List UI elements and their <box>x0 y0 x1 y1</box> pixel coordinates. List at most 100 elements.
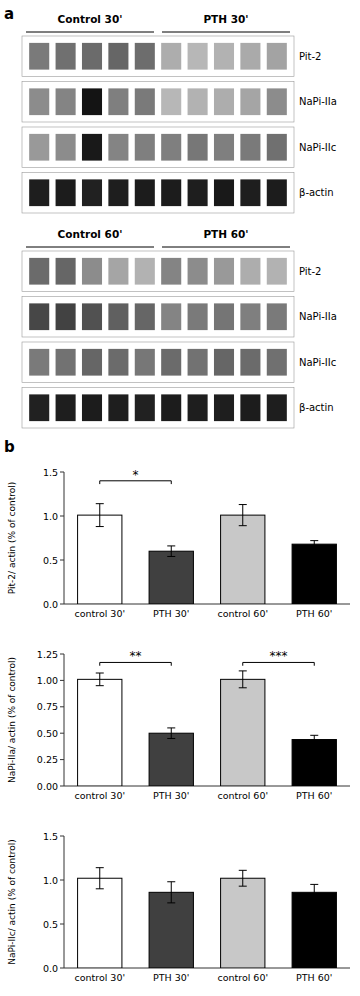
error-cap <box>96 685 104 686</box>
y-tick-label: 0.50 <box>37 728 58 739</box>
error-cap <box>96 503 104 504</box>
error-line <box>242 505 243 526</box>
y-tick-label: 0.0 <box>43 599 58 610</box>
error-line <box>242 671 243 688</box>
row-label: Pit-2 <box>299 266 321 277</box>
y-axis <box>64 472 65 604</box>
band <box>161 88 181 115</box>
blot-frame <box>22 388 294 429</box>
figure: aControl 30'PTH 30'Pit-2NaPi-IIaNaPi-IIc… <box>0 0 360 996</box>
band <box>135 134 155 161</box>
bar <box>292 892 336 968</box>
y-label: Pit-2/ actin (% of control) <box>7 482 17 594</box>
error-bar <box>310 884 318 900</box>
band <box>161 303 181 330</box>
row-label: β-actin <box>299 402 334 413</box>
header-underline <box>162 247 290 248</box>
blot-row: NaPi-IIa <box>22 82 337 123</box>
error-cap <box>239 525 247 526</box>
x-tick-label: PTH 60' <box>296 972 332 983</box>
blot-frame <box>22 342 294 383</box>
band <box>29 303 49 330</box>
y-tick-label: 1.25 <box>37 649 58 660</box>
y-tick-label: 1.0 <box>43 875 58 886</box>
error-cap <box>310 900 318 901</box>
band <box>161 349 181 376</box>
y-tick <box>60 786 64 787</box>
error-cap <box>167 738 175 739</box>
band <box>29 134 49 161</box>
error-bar <box>167 546 175 557</box>
band <box>82 134 102 161</box>
blot-frame <box>22 36 294 77</box>
band <box>108 88 128 115</box>
row-label: NaPi-IIc <box>299 142 336 153</box>
y-tick <box>60 654 64 655</box>
band <box>29 43 49 70</box>
blot-row: β-actin <box>22 388 334 429</box>
x-tick-label: control 60' <box>217 972 268 983</box>
blot-header: PTH 30' <box>203 13 248 25</box>
blot-row: NaPi-IIc <box>22 342 336 383</box>
error-cap <box>239 670 247 671</box>
y-axis <box>64 836 65 968</box>
x-tick-label: control 60' <box>217 608 268 619</box>
band <box>82 88 102 115</box>
band <box>240 179 260 206</box>
bar <box>149 551 193 604</box>
error-cap <box>310 540 318 541</box>
significance-label: ** <box>130 649 142 663</box>
band <box>108 394 128 421</box>
band <box>161 394 181 421</box>
x-tick-label: PTH 30' <box>153 790 189 801</box>
x-tick-label: control 30' <box>74 608 125 619</box>
band <box>267 88 287 115</box>
band <box>108 134 128 161</box>
error-cap <box>239 687 247 688</box>
band <box>82 43 102 70</box>
error-cap <box>167 727 175 728</box>
error-cap <box>96 673 104 674</box>
error-bar <box>239 870 247 886</box>
row-label: NaPi-IIa <box>299 96 337 107</box>
panel-label: a <box>4 5 14 23</box>
band <box>214 303 234 330</box>
band <box>108 303 128 330</box>
band <box>267 179 287 206</box>
band <box>56 394 76 421</box>
error-cap <box>310 743 318 744</box>
error-cap <box>96 867 104 868</box>
plot-area <box>78 671 337 786</box>
band <box>161 179 181 206</box>
error-cap <box>167 902 175 903</box>
band <box>267 43 287 70</box>
band <box>161 258 181 285</box>
error-line <box>314 884 315 900</box>
band <box>82 349 102 376</box>
y-tick <box>60 680 64 681</box>
error-cap <box>167 545 175 546</box>
band <box>56 88 76 115</box>
band <box>56 258 76 285</box>
band <box>108 349 128 376</box>
y-tick <box>60 472 64 473</box>
error-line <box>171 546 172 557</box>
y-tick <box>60 733 64 734</box>
plot-area <box>78 868 337 968</box>
band <box>214 179 234 206</box>
band <box>29 88 49 115</box>
blot-row: NaPi-IIa <box>22 297 337 338</box>
y-tick <box>60 516 64 517</box>
band <box>214 258 234 285</box>
band <box>135 179 155 206</box>
band <box>188 43 208 70</box>
band <box>29 394 49 421</box>
y-tick-label: 1.0 <box>43 511 58 522</box>
band <box>267 394 287 421</box>
band <box>214 134 234 161</box>
band <box>188 134 208 161</box>
x-tick-label: control 30' <box>74 972 125 983</box>
error-cap <box>239 870 247 871</box>
blot-header: Control 30' <box>58 13 123 25</box>
band <box>135 349 155 376</box>
